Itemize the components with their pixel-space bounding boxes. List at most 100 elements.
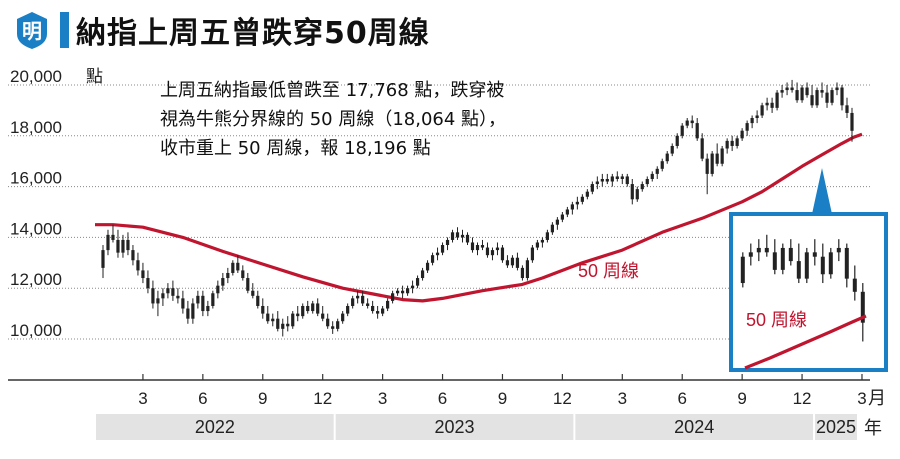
candle-body <box>805 87 809 96</box>
candle-body <box>790 87 794 91</box>
x-tick-label: 9 <box>258 389 267 408</box>
inset-candle-body <box>756 247 761 253</box>
candle-body <box>161 293 165 299</box>
candle-body <box>206 305 210 312</box>
candle-body <box>121 239 125 253</box>
candle-body <box>316 303 320 314</box>
candle-body <box>735 138 739 146</box>
inset-candle-body <box>852 278 857 292</box>
title-accent-bar <box>60 12 69 48</box>
x-tick-label: 9 <box>737 389 746 408</box>
candle-body <box>236 262 240 271</box>
candle-body <box>371 305 375 312</box>
page-title: 納指上周五曾跌穿50周線 <box>76 16 430 51</box>
candle-body <box>690 120 694 124</box>
x-tick-label: 12 <box>793 389 812 408</box>
candle-body <box>226 272 230 279</box>
candle-body <box>221 278 225 286</box>
candle-body <box>366 303 370 306</box>
ma-line-label: 50 周線 <box>578 261 639 281</box>
candle-body <box>525 260 530 279</box>
candle-body <box>665 153 669 162</box>
candle-body <box>685 120 689 126</box>
candle-body <box>590 184 594 192</box>
candle-body <box>346 305 350 314</box>
candle-body <box>261 305 265 314</box>
candle-body <box>785 87 789 91</box>
candle-body <box>131 250 135 261</box>
candle-body <box>795 90 799 101</box>
candle-body <box>730 140 734 146</box>
ma-50-week-line <box>95 132 863 303</box>
candle-body <box>286 323 290 327</box>
candle-body <box>640 184 644 190</box>
candle-body <box>336 321 340 329</box>
candle-body <box>620 176 624 179</box>
candle-body <box>565 209 569 215</box>
candle-body <box>780 90 784 93</box>
candle-body <box>695 123 699 139</box>
candle-body <box>256 295 260 306</box>
candle-body <box>301 305 305 317</box>
candle-body <box>810 95 814 106</box>
x-tick-label: 3 <box>378 389 387 408</box>
candle-body <box>151 288 155 304</box>
inset-candlesticks <box>740 234 865 342</box>
x-tick-label: 6 <box>677 389 686 408</box>
candle-body <box>760 105 764 116</box>
candle-body <box>560 214 564 220</box>
candle-body <box>575 201 579 205</box>
inset-candle-body <box>788 247 793 262</box>
candle-body <box>425 262 430 271</box>
candle-body <box>515 257 520 268</box>
candle-body <box>715 153 719 164</box>
candle-body <box>445 239 450 246</box>
candle-body <box>291 313 295 327</box>
candle-body <box>331 326 335 329</box>
candle-body <box>710 153 714 174</box>
candle-body <box>755 115 759 119</box>
candle-body <box>625 176 629 185</box>
candle-body <box>570 204 574 210</box>
candle-body <box>725 140 729 149</box>
x-tick-label: 9 <box>498 389 507 408</box>
candle-body <box>435 252 440 256</box>
candle-body <box>440 245 445 253</box>
y-tick-label: 12,000 <box>10 270 62 289</box>
candle-body <box>126 239 130 251</box>
candle-body <box>266 313 270 322</box>
candle-body <box>460 234 465 238</box>
candle-body <box>825 92 829 103</box>
candle-body <box>395 290 400 294</box>
inset-frame <box>729 212 888 372</box>
inset-candle-body <box>812 252 817 257</box>
candle-body <box>635 189 639 200</box>
x-tick-label: 12 <box>553 389 572 408</box>
candle-body <box>450 232 455 240</box>
inset-candle-body <box>780 247 785 270</box>
candle-body <box>765 102 769 106</box>
inset-candle-body <box>820 256 825 275</box>
year-band <box>575 414 814 440</box>
annotation-line: 上周五納指最低曾跌至 17,768 點，跌穿被 <box>160 80 505 101</box>
candle-body <box>700 138 704 159</box>
candle-body <box>101 250 105 268</box>
inset-candle-body <box>764 247 769 253</box>
candle-body <box>400 290 405 294</box>
candle-body <box>241 270 245 279</box>
y-tick-label: 18,000 <box>10 118 62 137</box>
candle-body <box>136 260 140 271</box>
candle-body <box>351 298 355 306</box>
inset-candle-body <box>804 252 809 279</box>
candle-body <box>296 313 300 317</box>
candle-body <box>610 176 614 182</box>
inset-candle-body <box>844 247 849 279</box>
inset-candle-body <box>860 291 865 323</box>
candle-body <box>500 247 505 261</box>
candle-body <box>381 308 385 314</box>
header: 明 納指上周五曾跌穿50周線 <box>0 0 900 62</box>
candle-body <box>820 90 824 93</box>
x-tick-label: 3 <box>857 389 866 408</box>
candle-body <box>415 278 420 286</box>
x-tick-label: 3 <box>138 389 147 408</box>
